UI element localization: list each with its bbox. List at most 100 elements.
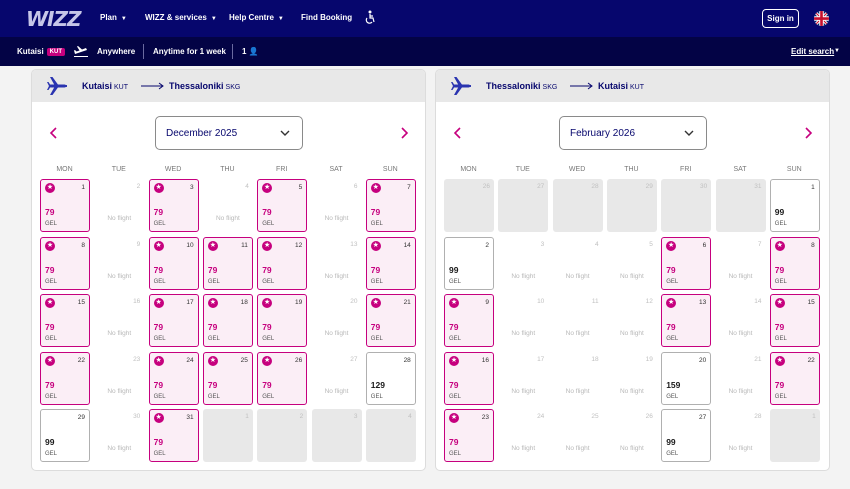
calendar-day[interactable]: 3 No flight: [498, 236, 549, 290]
calendar-day[interactable]: 31 ★ 79 GEL: [148, 409, 199, 462]
calendar-day[interactable]: 10 No flight: [498, 294, 549, 347]
calendar-day[interactable]: 6 ★ 79 GEL: [661, 236, 712, 290]
calendar-day[interactable]: 24 No flight: [498, 409, 549, 462]
chevron-down-icon: [684, 130, 694, 136]
calendar-day[interactable]: 20 No flight: [311, 294, 362, 347]
origin-summary[interactable]: Kutaisi KUT: [17, 47, 66, 56]
calendar-day[interactable]: 29 99 GEL: [40, 409, 90, 462]
star-icon: ★: [153, 183, 164, 193]
no-flight-label: No flight: [728, 330, 753, 337]
next-month-icon[interactable]: [399, 127, 409, 139]
nav-find-booking[interactable]: Find Booking: [301, 13, 353, 22]
calendar-day: 3: [311, 409, 362, 462]
calendar-day[interactable]: 28 No flight: [715, 409, 766, 462]
calendar-day[interactable]: 23 ★ 79 GEL: [444, 409, 494, 462]
calendar-day[interactable]: 2 No flight: [94, 179, 145, 232]
calendar-day[interactable]: 18 No flight: [552, 351, 603, 405]
calendar-day[interactable]: 7 No flight: [715, 236, 766, 290]
nav-plan[interactable]: Plan ▼: [100, 13, 127, 22]
calendar-day[interactable]: 16 ★ 79 GEL: [444, 351, 494, 405]
calendar-day[interactable]: 13 ★ 79 GEL: [661, 294, 712, 347]
calendar-day[interactable]: 14 ★ 79 GEL: [365, 236, 416, 290]
calendar-day[interactable]: 21 ★ 79 GEL: [365, 294, 416, 347]
calendar-day[interactable]: 24 ★ 79 GEL: [148, 351, 199, 405]
month-select[interactable]: December 2025: [155, 116, 303, 150]
calendar-day[interactable]: 21 No flight: [715, 351, 766, 405]
calendar-day[interactable]: 25 ★ 79 GEL: [202, 351, 253, 405]
day-number: 11: [241, 241, 248, 249]
fare-currency: GEL: [153, 221, 166, 227]
calendar-day[interactable]: 20 159 GEL: [661, 351, 712, 405]
calendar-day[interactable]: 8 ★ 79 GEL: [769, 236, 820, 290]
calendar-day: 2: [257, 409, 308, 462]
destination-summary[interactable]: Anywhere: [97, 47, 136, 56]
fare-currency: GEL: [153, 278, 166, 285]
top-nav-bar: WIZZ Plan ▼ WIZZ & services ▼ Help Centre ▼…: [0, 0, 850, 37]
calendar-day[interactable]: 25 No flight: [552, 409, 603, 462]
calendar-day[interactable]: 16 No flight: [94, 294, 145, 347]
calendar-day[interactable]: 12 ★ 79 GEL: [257, 236, 308, 290]
calendar-day[interactable]: 4 No flight: [552, 236, 603, 290]
route-header: Thessaloniki SKG Kutaisi KUT: [436, 70, 829, 102]
calendar-day[interactable]: 15 ★ 79 GEL: [40, 294, 90, 347]
day-number: 24: [537, 413, 545, 420]
day-number: 26: [482, 183, 490, 190]
nav-wizz-services[interactable]: WIZZ & services ▼: [145, 13, 217, 22]
fare-price: 79: [370, 264, 381, 275]
calendar-day[interactable]: 15 ★ 79 GEL: [769, 294, 820, 347]
calendar-day[interactable]: 1 ★ 79 GEL: [40, 179, 90, 232]
prev-month-icon[interactable]: [453, 127, 463, 139]
calendar-day[interactable]: 23 No flight: [94, 351, 145, 405]
calendar-day[interactable]: 13 No flight: [311, 236, 362, 290]
calendar-day[interactable]: 17 No flight: [498, 351, 549, 405]
calendar-day[interactable]: 30 No flight: [94, 409, 145, 462]
calendar-day[interactable]: 7 ★ 79 GEL: [365, 179, 416, 232]
chevron-down-icon: ▼: [120, 16, 127, 22]
passengers-summary[interactable]: 1 👤: [242, 47, 259, 56]
nav-help-centre[interactable]: Help Centre ▼: [229, 13, 284, 22]
calendar-day[interactable]: 5 No flight: [606, 236, 657, 290]
prev-month-icon[interactable]: [49, 127, 59, 139]
calendar-day[interactable]: 14 No flight: [715, 294, 766, 347]
calendar-day[interactable]: 11 ★ 79 GEL: [202, 236, 253, 290]
edit-search-link[interactable]: Edit search: [791, 47, 835, 56]
calendar-day[interactable]: 28 129 GEL: [365, 351, 416, 405]
sign-in-button[interactable]: Sign in: [762, 9, 799, 28]
calendar-day[interactable]: 1 99 GEL: [769, 179, 820, 232]
calendar-day[interactable]: 10 ★ 79 GEL: [148, 236, 199, 290]
calendar-day[interactable]: 27 99 GEL: [661, 409, 712, 462]
wizz-logo[interactable]: WIZZ: [26, 7, 82, 31]
calendar-day[interactable]: 27 No flight: [311, 351, 362, 405]
calendar-day[interactable]: 26 No flight: [606, 409, 657, 462]
dates-summary[interactable]: Anytime for 1 week: [153, 47, 226, 56]
next-month-icon[interactable]: [803, 127, 813, 139]
calendar-day[interactable]: 22 ★ 79 GEL: [769, 351, 820, 405]
calendar-day[interactable]: 5 ★ 79 GEL: [257, 179, 308, 232]
month-select[interactable]: February 2026: [559, 116, 707, 150]
calendar-day[interactable]: 18 ★ 79 GEL: [202, 294, 253, 347]
calendar-day[interactable]: 11 No flight: [552, 294, 603, 347]
star-icon: ★: [449, 355, 459, 366]
route-header: Kutaisi KUT Thessaloniki SKG: [32, 70, 425, 102]
calendar-day[interactable]: 19 ★ 79 GEL: [257, 294, 308, 347]
day-number: 22: [807, 356, 815, 364]
calendar-day[interactable]: 9 No flight: [94, 236, 145, 290]
calendar-day[interactable]: 8 ★ 79 GEL: [40, 236, 90, 290]
calendar-day[interactable]: 2 99 GEL: [444, 236, 494, 290]
fare-price: 79: [262, 207, 272, 217]
calendar-day[interactable]: 4 No flight: [202, 179, 253, 232]
calendar-day[interactable]: 12 No flight: [606, 294, 657, 347]
calendar-day[interactable]: 17 ★ 79 GEL: [148, 294, 199, 347]
calendar-day[interactable]: 19 No flight: [606, 351, 657, 405]
nav-plan-label: Plan: [100, 13, 117, 22]
calendar-day[interactable]: 3 ★ 79 GEL: [148, 179, 199, 232]
fare-currency: GEL: [370, 336, 383, 342]
weekday-label: MON: [56, 166, 73, 173]
calendar-day[interactable]: 22 ★ 79 GEL: [40, 351, 90, 405]
day-number: 26: [294, 356, 303, 364]
accessibility-icon[interactable]: [364, 10, 376, 24]
calendar-day[interactable]: 9 ★ 79 GEL: [444, 294, 494, 347]
uk-flag-icon[interactable]: [814, 11, 829, 26]
calendar-day[interactable]: 6 No flight: [311, 179, 362, 232]
calendar-day[interactable]: 26 ★ 79 GEL: [257, 351, 308, 405]
